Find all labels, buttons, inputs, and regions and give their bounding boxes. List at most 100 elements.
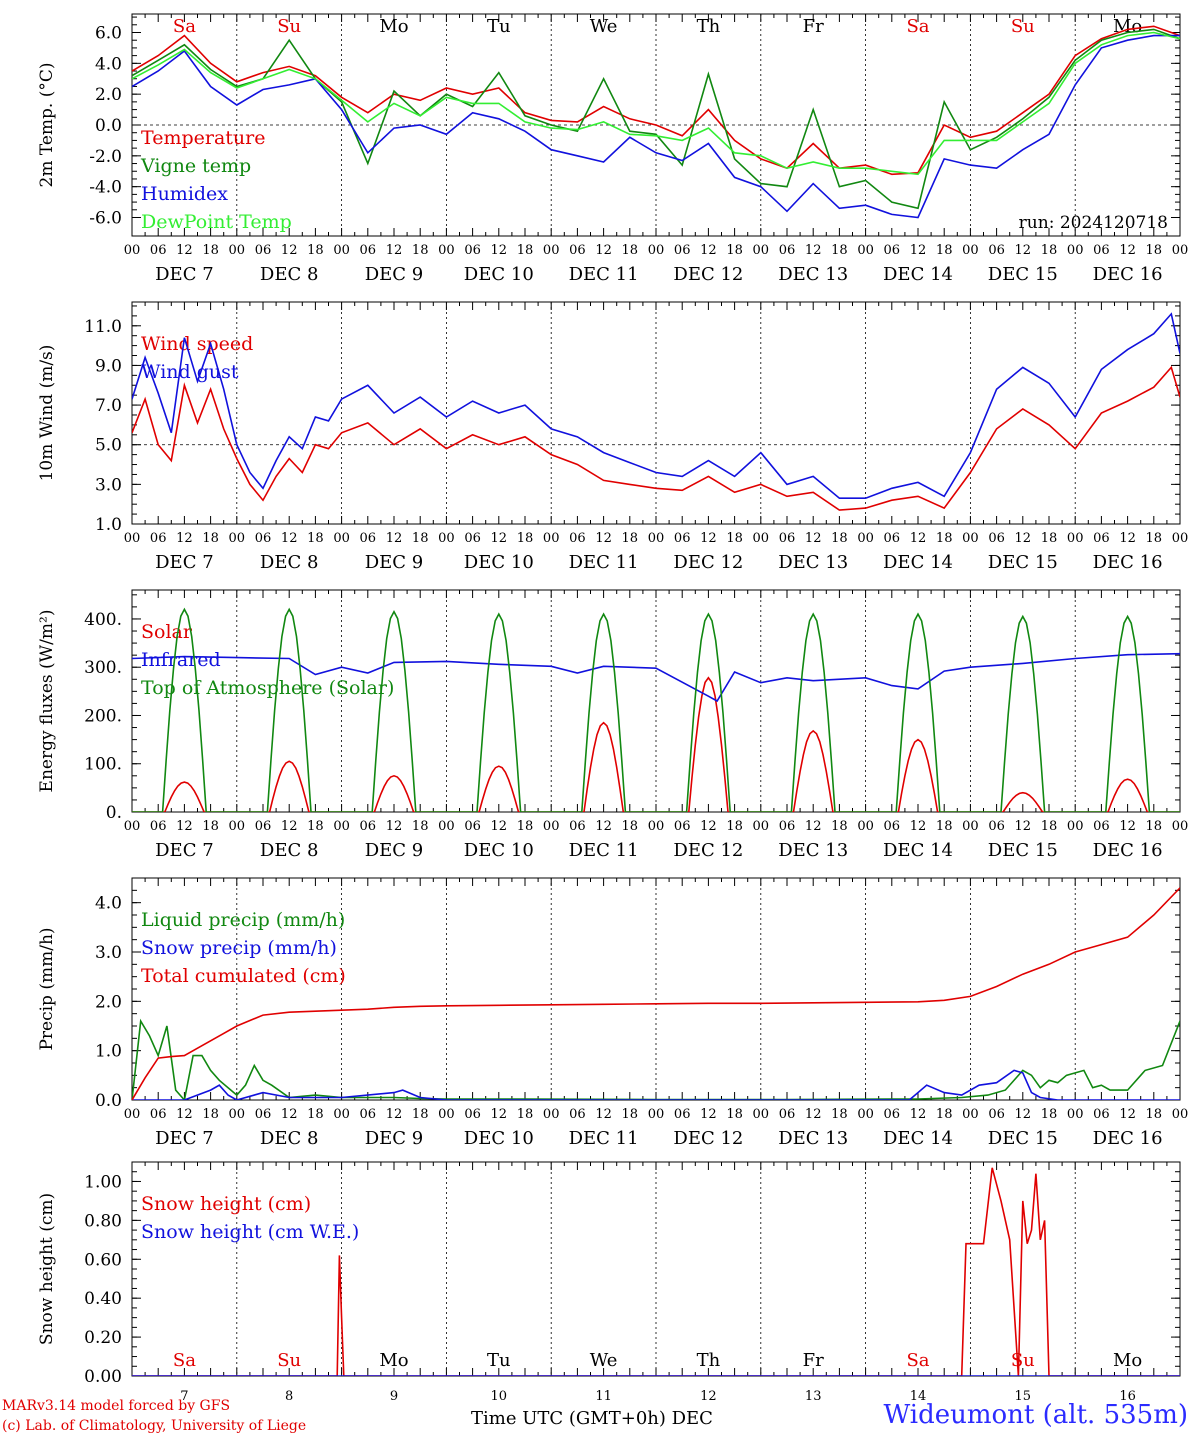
date-label: DEC 14 bbox=[883, 264, 953, 285]
x-tick-label: 00 bbox=[1067, 243, 1084, 258]
x-tick-label: 12 bbox=[1015, 1107, 1032, 1122]
x-tick-label: 12 bbox=[176, 819, 193, 834]
y-tick-label: 1.0 bbox=[95, 515, 122, 535]
x-tick-label: 18 bbox=[831, 819, 848, 834]
date-label: DEC 11 bbox=[569, 840, 639, 861]
x-tick-label: 00 bbox=[857, 531, 874, 546]
day-number-label: 15 bbox=[1015, 1389, 1032, 1404]
weekday-label: Sa bbox=[173, 16, 196, 37]
legend-entry: Wind gust bbox=[141, 361, 239, 383]
x-tick-label: 00 bbox=[543, 531, 560, 546]
legend-entry: Wind speed bbox=[141, 333, 253, 355]
x-tick-label: 12 bbox=[176, 531, 193, 546]
weekday-label: Sa bbox=[906, 1350, 929, 1371]
date-label: DEC 7 bbox=[155, 552, 214, 573]
x-tick-label: 18 bbox=[412, 819, 429, 834]
y-tick-label: 300. bbox=[84, 658, 122, 678]
x-tick-label: 18 bbox=[202, 243, 219, 258]
legend-entry: Vigne temp bbox=[140, 155, 251, 177]
weekday-label: Su bbox=[277, 1350, 301, 1371]
x-tick-label: 12 bbox=[1015, 243, 1032, 258]
x-tick-label: 00 bbox=[857, 243, 874, 258]
x-tick-label: 00 bbox=[962, 819, 979, 834]
x-tick-label: 18 bbox=[1146, 243, 1163, 258]
x-tick-label: 18 bbox=[831, 243, 848, 258]
legend-entry: Snow height (cm W.E.) bbox=[141, 1221, 359, 1243]
weekday-label: Tu bbox=[487, 1350, 511, 1371]
day-number-label: 13 bbox=[805, 1389, 822, 1404]
x-tick-label: 00 bbox=[229, 819, 246, 834]
x-tick-label: 12 bbox=[910, 531, 927, 546]
legend-entry: Snow precip (mm/h) bbox=[141, 937, 337, 959]
x-tick-label: 06 bbox=[464, 1107, 481, 1122]
y-tick-label: 6.0 bbox=[95, 24, 122, 44]
x-tick-label: 12 bbox=[595, 1107, 612, 1122]
x-tick-label: 00 bbox=[1067, 819, 1084, 834]
series-line-blue bbox=[132, 1069, 1180, 1100]
day-number-label: 14 bbox=[910, 1389, 927, 1404]
series-line-lightgreen bbox=[132, 31, 1180, 176]
x-tick-label: 06 bbox=[255, 819, 272, 834]
x-tick-label: 18 bbox=[936, 1107, 953, 1122]
x-tick-label: 00 bbox=[543, 243, 560, 258]
x-tick-label: 00 bbox=[857, 819, 874, 834]
y-tick-label: -6.0 bbox=[89, 209, 122, 229]
y-tick-label: 0.00 bbox=[84, 1367, 122, 1387]
x-tick-label: 00 bbox=[229, 531, 246, 546]
x-tick-label: 00 bbox=[753, 819, 770, 834]
date-label: DEC 8 bbox=[260, 264, 319, 285]
y-axis-label: Precip (mm/h) bbox=[37, 927, 57, 1050]
x-tick-label: 06 bbox=[779, 1107, 796, 1122]
x-tick-label: 12 bbox=[1015, 531, 1032, 546]
series-line-blue bbox=[132, 312, 1180, 499]
x-tick-label: 12 bbox=[386, 819, 403, 834]
y-tick-label: 11.0 bbox=[84, 317, 122, 337]
x-tick-label: 00 bbox=[438, 1107, 455, 1122]
y-axis-label: Snow height (cm) bbox=[37, 1193, 57, 1345]
series-line-red bbox=[132, 25, 1180, 176]
day-number-label: 11 bbox=[595, 1389, 612, 1404]
date-label: DEC 9 bbox=[365, 840, 424, 861]
series-line-red bbox=[132, 676, 1180, 812]
series-line-red bbox=[132, 1167, 1180, 1376]
x-tick-label: 18 bbox=[307, 1107, 324, 1122]
date-label: DEC 16 bbox=[1093, 840, 1163, 861]
date-label: DEC 11 bbox=[569, 552, 639, 573]
x-tick-label: 00 bbox=[753, 243, 770, 258]
date-label: DEC 15 bbox=[988, 552, 1058, 573]
x-tick-label: 12 bbox=[805, 819, 822, 834]
x-tick-label: 06 bbox=[884, 1107, 901, 1122]
day-number-label: 16 bbox=[1119, 1389, 1136, 1404]
weekday-label: Th bbox=[697, 1350, 721, 1371]
date-label: DEC 8 bbox=[260, 840, 319, 861]
x-tick-label: 18 bbox=[622, 1107, 639, 1122]
y-tick-label: 0.40 bbox=[84, 1289, 122, 1309]
y-tick-label: 5.0 bbox=[95, 436, 122, 456]
weekday-label: Fr bbox=[803, 16, 824, 37]
date-label: DEC 9 bbox=[365, 1128, 424, 1149]
y-tick-label: 400. bbox=[84, 610, 122, 630]
chart-panel-1: -6.0 -4.0 -2.0 0.0 2.0 4.0 6.0 2m Temp. (°C) 00 0… bbox=[37, 13, 1188, 285]
model-credit: MARv3.14 model forced by GFS bbox=[2, 1398, 231, 1414]
date-label: DEC 10 bbox=[464, 1128, 534, 1149]
x-tick-label: 18 bbox=[202, 531, 219, 546]
x-tick-label: 06 bbox=[988, 243, 1005, 258]
x-tick-label: 18 bbox=[726, 1107, 743, 1122]
x-tick-label: 06 bbox=[988, 819, 1005, 834]
date-label: DEC 12 bbox=[673, 264, 743, 285]
x-tick-label: 00 bbox=[1172, 531, 1189, 546]
day-number-label: 7 bbox=[180, 1389, 188, 1404]
x-tick-label: 00 bbox=[124, 243, 141, 258]
date-label: DEC 11 bbox=[569, 1128, 639, 1149]
x-tick-label: 18 bbox=[622, 819, 639, 834]
x-tick-label: 12 bbox=[491, 243, 508, 258]
x-tick-label: 00 bbox=[1172, 819, 1189, 834]
y-tick-label: 0.0 bbox=[95, 116, 122, 136]
weekday-label: Su bbox=[277, 16, 301, 37]
date-label: DEC 11 bbox=[569, 264, 639, 285]
x-tick-label: 00 bbox=[648, 243, 665, 258]
x-tick-label: 06 bbox=[779, 531, 796, 546]
x-tick-label: 06 bbox=[674, 531, 691, 546]
x-tick-label: 06 bbox=[569, 531, 586, 546]
x-tick-label: 18 bbox=[726, 531, 743, 546]
